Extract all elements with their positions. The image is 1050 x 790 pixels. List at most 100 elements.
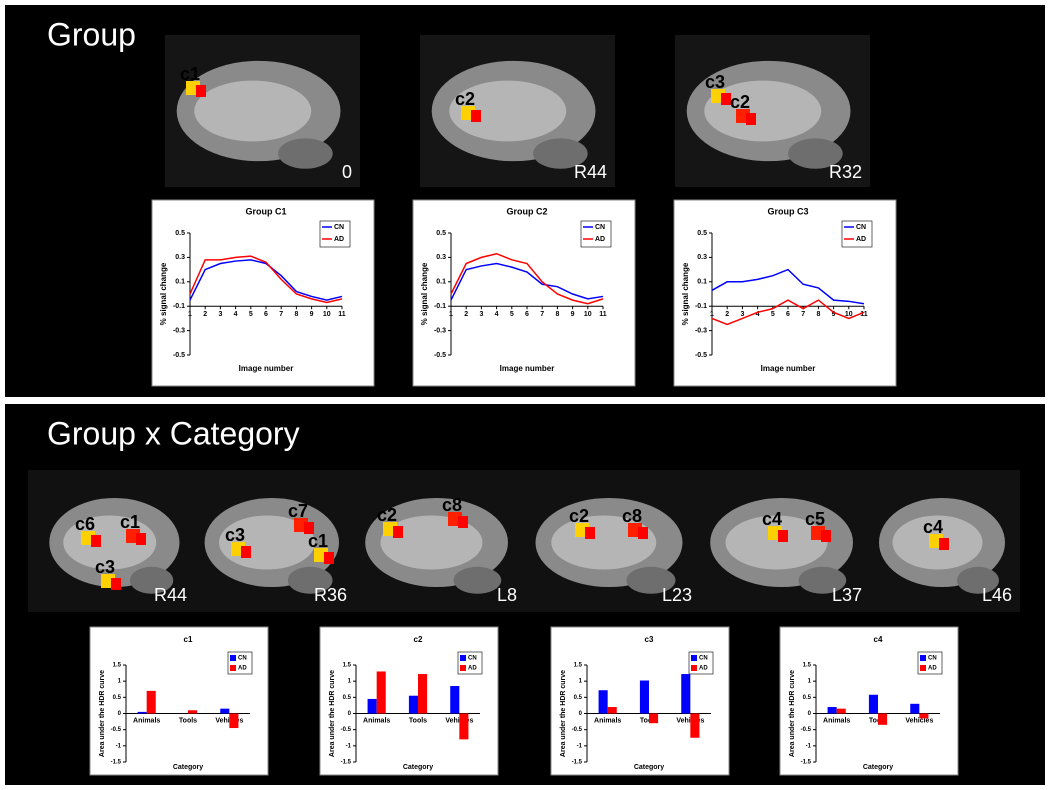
cluster-label: c2 (730, 92, 750, 112)
y-tick-label: 0 (348, 711, 352, 717)
x-tick-label: 1 (188, 311, 192, 318)
y-tick-label: 0.5 (113, 695, 122, 701)
x-tick-label: 2 (464, 311, 468, 318)
y-tick-label: -1 (577, 743, 583, 749)
y-tick-label: 0.5 (574, 695, 583, 701)
y-tick-label: -1.5 (341, 760, 352, 766)
y-tick-label: 0.5 (697, 230, 707, 237)
y-tick-label: -0.5 (341, 727, 352, 733)
cluster-label: c3 (705, 72, 725, 92)
x-tick-label: 4 (495, 311, 499, 318)
y-tick-label: 0.5 (343, 695, 352, 701)
activation (458, 516, 468, 528)
x-tick-label: 3 (740, 311, 744, 318)
chart: Group C2 Image number % signal change -0.5 -… (412, 199, 636, 387)
legend-swatch (230, 665, 236, 671)
activation (939, 538, 949, 550)
cerebellum (626, 566, 676, 594)
y-tick-label: -0.5 (111, 727, 122, 733)
legend (580, 220, 612, 248)
slice-label: R44 (154, 585, 187, 605)
series-line (189, 255, 343, 304)
y-tick-label: -1.5 (111, 760, 122, 766)
y-axis-label: Area under the HDR curve (329, 670, 336, 757)
x-tick-label: 11 (338, 311, 346, 318)
bar (836, 708, 846, 714)
y-tick-label: -0.5 (434, 352, 446, 359)
slice-label: R32 (829, 162, 862, 182)
legend-label: CN (928, 656, 937, 662)
x-tick-label: 5 (249, 311, 253, 318)
y-tick-label: 1.5 (574, 663, 583, 669)
y-tick-label: 1 (348, 679, 352, 685)
cerebellum (957, 566, 999, 594)
y-tick-label: -0.1 (695, 303, 707, 310)
legend-label: AD (856, 236, 866, 243)
x-tick-label: 7 (801, 311, 805, 318)
cluster-label: c5 (805, 509, 825, 529)
y-tick-label: 0 (808, 711, 812, 717)
legend-label: AD (595, 236, 605, 243)
chart: Group C1 Image number % signal change -0.5 -… (151, 199, 375, 387)
activation (136, 533, 146, 545)
slice-label: 0 (342, 162, 352, 182)
cerebellum (798, 566, 847, 594)
bar (910, 703, 920, 714)
y-tick-label: -0.1 (173, 303, 185, 310)
legend-swatch (230, 655, 236, 661)
legend-swatch (460, 665, 466, 671)
y-tick-label: 0.5 (175, 230, 185, 237)
x-tick-label: 4 (756, 311, 760, 318)
y-tick-label: -1 (346, 743, 352, 749)
legend-label: CN (595, 224, 605, 231)
y-tick-label: -0.3 (434, 327, 446, 334)
chart: c2 Category Area under the HDR curve -1.5 -1… (319, 626, 499, 776)
activation (821, 530, 831, 542)
chart-title: c2 (414, 635, 423, 644)
bar (681, 674, 691, 714)
chart-title: Group C1 (245, 206, 286, 216)
chart-title: c3 (645, 635, 654, 644)
x-tick-label: Animals (363, 717, 390, 724)
image-strip (28, 470, 1020, 612)
series-line (189, 259, 343, 301)
chart-box (89, 626, 269, 776)
x-axis-label: Category (863, 764, 893, 771)
legend-label: AD (238, 666, 247, 672)
chart: c1 Category Area under the HDR curve -1.5 -1… (89, 626, 269, 776)
legend-swatch (691, 665, 697, 671)
legend-swatch (920, 665, 926, 671)
series-line (711, 299, 865, 326)
x-tick-label: 1 (710, 311, 714, 318)
x-tick-label: 8 (294, 311, 298, 318)
chart: c4 Category Area under the HDR curve -1.5 -1… (779, 626, 959, 776)
bar (450, 686, 460, 714)
y-tick-label: -1 (806, 743, 812, 749)
y-tick-label: 1.5 (113, 663, 122, 669)
bar (408, 695, 418, 714)
bar (188, 710, 198, 714)
x-tick-label: 3 (479, 311, 483, 318)
legend (841, 220, 873, 248)
activation (585, 527, 595, 539)
cerebellum (453, 566, 502, 594)
x-tick-label: 8 (816, 311, 820, 318)
x-tick-label: Tools (179, 717, 197, 724)
x-tick-label: 2 (725, 311, 729, 318)
x-tick-label: 5 (510, 311, 514, 318)
activation (324, 552, 334, 564)
brain-detail (194, 80, 312, 142)
x-tick-label: Animals (823, 717, 850, 724)
activation (304, 522, 314, 534)
x-tick-label: 6 (264, 311, 268, 318)
cluster-label: c8 (622, 506, 642, 526)
brain-detail (725, 515, 828, 570)
x-axis-label: Category (634, 764, 664, 771)
x-tick-label: 7 (279, 311, 283, 318)
bar (607, 707, 617, 714)
y-tick-label: -0.5 (572, 727, 583, 733)
bar (639, 680, 649, 714)
chart-title: Group C3 (767, 206, 808, 216)
y-tick-label: 1 (579, 679, 583, 685)
